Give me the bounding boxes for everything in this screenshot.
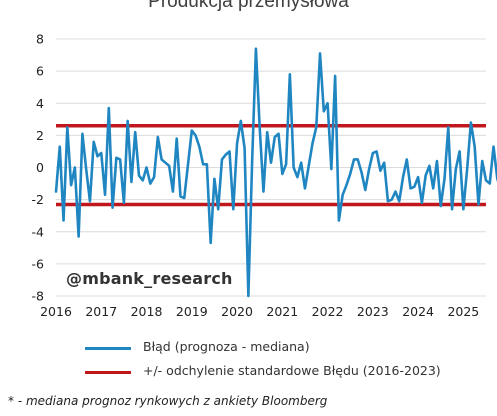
x-axis-ticks: 2016 2017 2018 2019 2020 2021 2022 2023 2024 2025 — [40, 304, 479, 319]
x-tick-label: 2021 — [266, 304, 298, 319]
y-tick-label: -8 — [32, 289, 45, 304]
y-tick-label: 2 — [36, 128, 44, 143]
legend-label-error: Błąd (prognoza - mediana) — [143, 339, 310, 354]
x-tick-label: 2019 — [176, 304, 208, 319]
x-tick-label: 2025 — [447, 304, 479, 319]
x-tick-label: 2024 — [402, 304, 434, 319]
legend-swatch-error — [85, 347, 131, 350]
y-tick-label: -2 — [32, 192, 44, 207]
x-tick-label: 2023 — [357, 304, 389, 319]
x-tick-label: 2020 — [221, 304, 253, 319]
y-tick-label: -6 — [32, 256, 45, 271]
x-tick-label: 2022 — [312, 304, 344, 319]
y-tick-label: 0 — [36, 160, 44, 175]
legend-swatch-bands — [85, 371, 131, 374]
series-lines — [54, 47, 497, 298]
y-tick-label: 4 — [36, 96, 44, 111]
y-axis-ticks: -8 -6 -4 -2 0 2 4 6 8 — [32, 32, 45, 304]
x-tick-label: 2018 — [131, 304, 163, 319]
x-tick-label: 2016 — [40, 304, 72, 319]
y-tick-label: 8 — [36, 32, 44, 47]
chart-title: Produkcja przemysłowa — [148, 0, 349, 12]
footnote: * - mediana prognoz rynkowych z ankiety … — [8, 394, 328, 408]
series-line-error — [54, 47, 497, 298]
legend-label-bands: +/- odchylenie standardowe Błędu (2016-2… — [143, 363, 441, 378]
grid-lines — [56, 38, 486, 297]
watermark-text: @mbank_research — [66, 269, 233, 288]
y-tick-label: 6 — [36, 64, 44, 79]
x-tick-label: 2017 — [85, 304, 117, 319]
y-tick-label: -4 — [32, 224, 45, 239]
